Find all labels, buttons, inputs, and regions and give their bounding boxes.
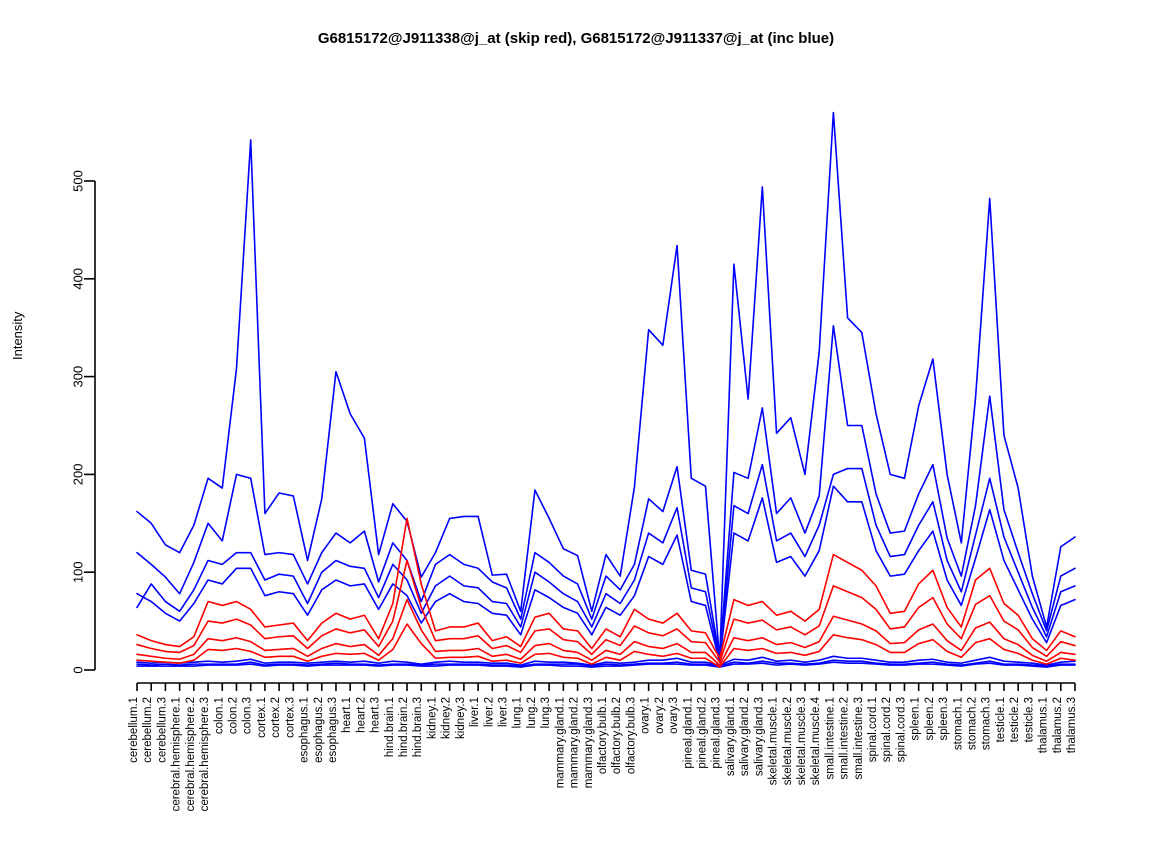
x-tick-label: pineal.gland.2 (696, 697, 708, 769)
x-tick-label: stomach.2 (967, 697, 979, 750)
x-tick-label: thalamus.3 (1066, 697, 1078, 753)
series-line-inc-blue-7 (136, 655, 1076, 666)
x-tick-label: liver.2 (483, 697, 495, 727)
x-tick-label: spinal.cord.2 (881, 697, 893, 762)
x-tick-label: hind.brain.3 (412, 697, 424, 757)
x-tick-label: spinal.cord.1 (867, 697, 879, 762)
x-tick-label: salivary.gland.2 (739, 697, 751, 776)
x-tick-label: cortex.1 (256, 697, 268, 738)
x-tick-label: olfactory.bulb.2 (611, 697, 623, 774)
page-title: G6815172@J911338@j_at (skip red), G68151… (317, 30, 835, 47)
x-tick-label: cerebellum.3 (156, 697, 168, 763)
x-tick-label: heart.1 (341, 697, 353, 733)
x-tick-label: spleen.3 (938, 697, 950, 740)
x-tick-label: mammary.gland.1 (554, 697, 566, 788)
x-tick-label: esophagus.3 (327, 697, 339, 763)
x-tick-label: thalamus.2 (1052, 697, 1064, 753)
series-line-skip-red-3 (136, 598, 1076, 666)
x-tick-label: pineal.gland.1 (682, 697, 694, 769)
x-tick-label: liver.3 (498, 697, 510, 727)
x-tick-label: ovary.1 (640, 697, 652, 734)
x-tick-label: testicle.2 (1009, 697, 1021, 742)
series-line-inc-blue-2 (136, 324, 1076, 660)
series-line-skip-red-4 (136, 623, 1076, 668)
y-tick-label: 200 (71, 464, 86, 486)
x-tick-label: cortex.2 (270, 697, 282, 738)
x-tick-label: pineal.gland.3 (711, 697, 723, 769)
y-tick-label: 100 (71, 561, 86, 583)
y-axis: 0 100 200 300 400 500 (71, 170, 96, 674)
x-tick-label: hind.brain.2 (398, 697, 410, 757)
x-tick-label: esophagus.1 (299, 697, 311, 763)
x-tick-label: testicle.3 (1023, 697, 1035, 742)
y-tick-label: 400 (71, 268, 86, 290)
x-tick-label: spinal.cord.3 (895, 697, 907, 762)
series-line-inc-blue-4 (136, 485, 1076, 663)
y-tick-label: 0 (71, 666, 86, 673)
x-tick-label: cerebellum.1 (128, 697, 140, 763)
x-tick-label: skeletal.muscle.2 (782, 697, 794, 785)
x-tick-label: cerebral.hemisphere.2 (185, 697, 197, 811)
x-tick-label: cortex.3 (284, 697, 296, 738)
x-tick-label: colon.2 (227, 697, 239, 734)
x-tick-label: cerebral.hemisphere.3 (199, 697, 211, 811)
x-tick-label: stomach.1 (952, 697, 964, 750)
x-tick-label: colon.3 (242, 697, 254, 734)
x-tick-label: olfactory.bulb.1 (597, 697, 609, 774)
x-tick-label: skeletal.muscle.4 (810, 696, 822, 785)
x-tick-label: kidney.2 (441, 697, 453, 739)
series-line-inc-blue-5 (136, 659, 1076, 667)
x-tick-label: lung.2 (526, 697, 538, 728)
x-tick-label: kidney.1 (426, 697, 438, 739)
x-tick-label: spleen.1 (910, 697, 922, 740)
x-tick-label: skeletal.muscle.1 (768, 697, 780, 785)
x-tick-label: skeletal.muscle.3 (796, 697, 808, 785)
x-tick-label: salivary.gland.3 (753, 697, 765, 776)
x-tick-label: lung.3 (540, 697, 552, 728)
x-tick-label: ovary.2 (654, 697, 666, 734)
series-line-inc-blue-1 (136, 111, 1076, 662)
x-tick-label: olfactory.bulb.3 (625, 697, 637, 774)
series-line-inc-blue-3 (136, 463, 1076, 662)
x-tick-label: liver.1 (469, 697, 481, 727)
x-tick-label: mammary.gland.2 (569, 697, 581, 788)
x-tick-label: heart.2 (355, 697, 367, 733)
x-tick-label: mammary.gland.3 (583, 697, 595, 788)
y-tick-label: 500 (71, 170, 86, 192)
x-tick-label: hind.brain.1 (384, 697, 396, 757)
x-tick-label: spleen.2 (924, 697, 936, 740)
x-axis (136, 682, 1076, 691)
x-tick-label: stomach.3 (981, 697, 993, 750)
y-tick-label: 300 (71, 366, 86, 388)
x-tick-label: thalamus.1 (1038, 697, 1050, 753)
x-tick-label: salivary.gland.1 (725, 697, 737, 776)
series-line-skip-red-1 (136, 517, 1076, 660)
series-line-inc-blue-6 (136, 661, 1076, 668)
x-tick-label: cerebellum.2 (142, 697, 154, 763)
x-tick-label: kidney.3 (455, 697, 467, 739)
x-tick-label: lung.1 (512, 697, 524, 728)
series-line-skip-red-2 (136, 559, 1076, 663)
x-tick-label: heart.3 (370, 697, 382, 733)
x-axis-tick-labels: cerebellum.1 cerebellum.2 cerebellum.3 cere… (128, 696, 1078, 811)
data-series-group (136, 111, 1076, 668)
x-tick-label: small.intestine.3 (853, 697, 865, 779)
x-tick-label: colon.1 (213, 697, 225, 734)
x-tick-label: cerebral.hemisphere.1 (171, 697, 183, 811)
x-tick-label: ovary.3 (668, 697, 680, 734)
x-tick-label: small.intestine.2 (839, 697, 851, 779)
x-tick-label: testicle.1 (995, 697, 1007, 742)
x-tick-label: small.intestine.1 (824, 697, 836, 779)
x-tick-label: esophagus.2 (313, 697, 325, 763)
